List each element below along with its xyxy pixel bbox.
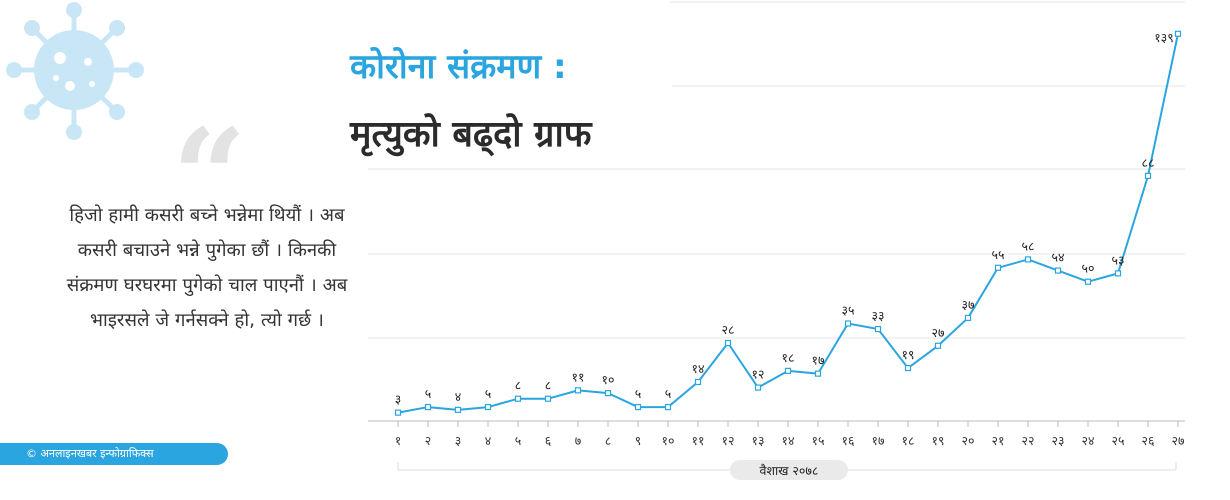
x-tick-label: ३ [455,433,462,448]
data-point [694,378,702,386]
x-tick-label: १९ [931,433,944,448]
data-label: ५४ [1051,250,1064,265]
x-tick-label: ८ [605,433,612,448]
data-point [964,314,972,322]
x-tick-label: २१ [991,433,1004,448]
x-tick-label: २७ [1171,433,1184,448]
x-tick-label: ६ [545,433,552,448]
x-tick-label: १७ [871,433,884,448]
virus-illustration [6,2,144,140]
data-label: ५ [635,386,642,401]
data-label: २८ [721,322,734,337]
data-point [514,395,522,402]
credit-badge: © अनलाइनखबर इन्फोग्राफिक्स [0,443,228,465]
data-label: ५८ [1021,238,1034,253]
xlabel-badge [730,460,848,480]
title-line-2: मृत्युको बढ्दो ग्राफ [350,114,592,155]
x-tick-label: २५ [1111,433,1124,448]
data-point [784,367,792,374]
x-tick-label: १० [661,433,674,448]
data-label: १२ [751,367,764,382]
data-label: ८८ [1141,155,1154,170]
x-tick-label: २४ [1081,433,1094,448]
data-point [874,325,882,333]
x-tick-label: ११ [691,433,704,448]
data-point [574,387,582,394]
x-tick-label: १८ [901,433,914,448]
x-tick-label: १५ [811,433,824,448]
x-tick-label: ४ [485,433,492,448]
data-point [1174,30,1182,37]
data-point [1054,267,1062,274]
data-label: ११ [571,369,584,384]
data-point [814,370,822,377]
data-point [994,264,1002,271]
x-tick-label: १३ [751,433,764,448]
data-point [904,364,912,372]
data-label: ५३ [1111,252,1124,267]
data-point [424,403,432,411]
data-point [544,395,552,402]
x-tick-label: १६ [841,433,854,448]
data-label: २७ [931,325,944,340]
data-label: ५ [425,386,432,401]
data-label: १८ [781,350,794,365]
data-point [394,409,402,416]
data-point [724,339,732,347]
data-label: ५० [1081,261,1094,276]
x-tick-label: २६ [1141,433,1154,448]
x-tick-label: ७ [575,433,582,448]
data-label: ३ [395,392,402,407]
data-label: ३७ [961,297,974,312]
x-tick-label: १४ [781,433,794,448]
data-point [1144,172,1152,179]
data-point [604,390,612,397]
data-label: ८ [545,378,552,393]
data-point [934,342,942,349]
data-point [484,403,492,411]
data-point [664,403,672,411]
x-tick-label: २० [961,433,974,448]
data-label: ३३ [871,308,884,323]
x-tick-label: ५ [515,433,522,448]
data-label: १७ [811,353,824,368]
data-label: ५ [665,386,672,401]
quote-text: हिजो हामी कसरी बच्ने भन्नेमा थियौं । अब … [66,205,348,331]
data-point [1084,278,1092,285]
x-tick-label: २२ [1021,433,1034,448]
data-point [454,406,462,413]
data-label: ५५ [991,247,1004,262]
data-label: १९ [901,347,914,362]
x-tick-label: २३ [1051,433,1064,448]
data-label: ३५ [841,303,854,318]
quote-mark-icon: “ [172,100,247,253]
x-tick-label: ९ [635,433,642,448]
data-point [634,403,642,411]
data-point [844,320,852,327]
data-label: १४ [691,361,704,376]
data-label: १० [601,372,614,387]
data-point [1114,270,1122,277]
x-tick-label: १ [395,433,402,448]
data-label: ५ [485,386,492,401]
x-tick-label: २ [425,433,432,448]
x-tick-label: १२ [721,433,734,448]
x-axis-label: वैशाख २०७८ [760,463,819,478]
data-point [754,384,762,391]
data-label: १३९ [1154,30,1174,45]
data-label: ४ [455,389,462,404]
data-point [1024,256,1032,263]
title-line-1: कोरोना संक्रमण : [350,47,567,87]
data-label: ८ [515,378,522,393]
